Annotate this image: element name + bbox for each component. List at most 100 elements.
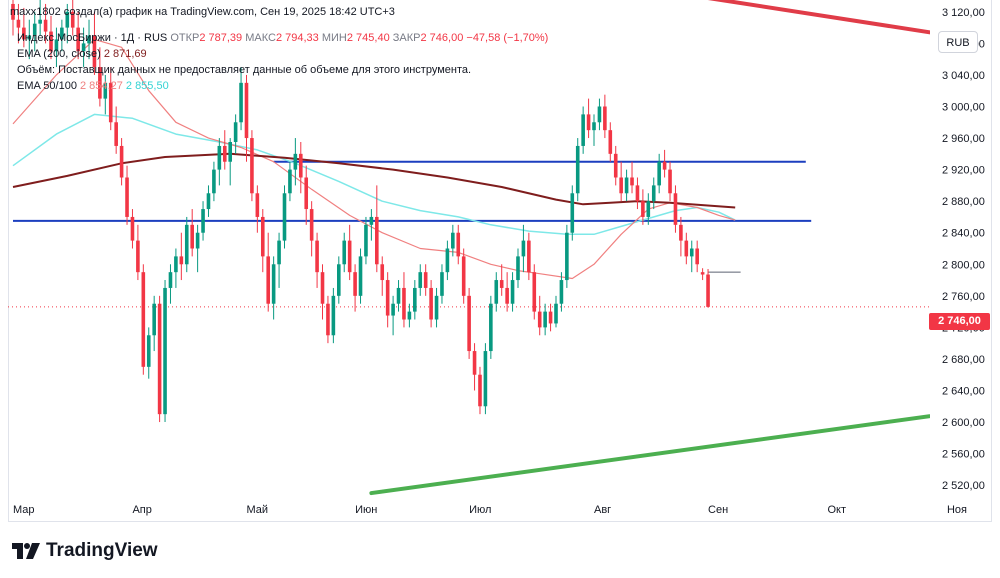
attribution-text: maxx1802 создал(а) график на TradingView…: [10, 6, 395, 18]
candle-up: [396, 280, 401, 312]
y-tick-label: 2 800,00: [942, 259, 985, 271]
candle-down: [402, 272, 406, 328]
candle-body: [679, 224, 683, 241]
candle-body: [38, 19, 42, 24]
candle-body: [423, 272, 428, 288]
y-tick-label: 2 960,00: [942, 133, 985, 145]
candle-body: [673, 193, 678, 225]
candle-up: [646, 193, 651, 225]
candle-body: [54, 39, 59, 52]
open-value: 2 787,39: [199, 32, 243, 44]
candle-down: [467, 287, 471, 359]
candle-body: [288, 169, 292, 194]
candle-down: [76, 11, 80, 60]
candle-body: [108, 82, 113, 123]
x-tick-label: Июн: [355, 504, 377, 516]
candle-body: [255, 193, 260, 217]
candle-body: [98, 67, 102, 99]
ema200-legend[interactable]: EMA (200, close) 2 871,69: [17, 46, 147, 62]
candle-down: [695, 240, 699, 273]
candle-body: [146, 335, 151, 367]
candle-body: [119, 145, 124, 178]
candle-down: [130, 209, 135, 249]
y-tick-label: 2 680,00: [942, 354, 985, 366]
candle-up: [206, 185, 211, 217]
candle-body: [385, 280, 390, 316]
candle-up: [27, 19, 32, 60]
candle-down: [266, 232, 271, 312]
candle-down: [603, 94, 607, 139]
candle-body: [320, 272, 325, 304]
candle-body: [337, 264, 341, 296]
candle-down: [673, 185, 678, 233]
candle-body: [92, 35, 97, 68]
candle-body: [461, 256, 466, 296]
candle-body: [32, 23, 37, 36]
candle-body: [521, 240, 526, 257]
x-tick-label: Апр: [132, 504, 151, 516]
ema50-100-legend[interactable]: EMA 50/100 2 854,27 2 855,50: [17, 78, 169, 94]
candle-body: [271, 264, 276, 304]
candle-up: [543, 303, 547, 336]
candle-down: [684, 232, 689, 265]
candle-down: [505, 272, 509, 312]
symbol-legend[interactable]: Индекс МосБиржи · 1Д · RUS ОТКР2 787,39 …: [17, 30, 548, 46]
candle-body: [195, 232, 200, 249]
candle-down: [11, 0, 15, 36]
candle-body: [684, 240, 689, 257]
candle-down: [92, 11, 97, 75]
candle-down: [179, 232, 184, 281]
candle-up: [445, 240, 450, 281]
candle-down: [326, 295, 330, 344]
candle-down: [298, 142, 303, 194]
candle-body: [483, 351, 488, 407]
candle-body: [49, 31, 53, 52]
candle-up: [163, 280, 167, 423]
candle-down: [309, 201, 314, 257]
candle-down: [16, 3, 21, 44]
candle-body: [309, 209, 314, 241]
candle-body: [353, 272, 357, 296]
candle-down: [157, 295, 162, 423]
candle-down: [385, 272, 390, 328]
candle-body: [413, 287, 417, 312]
candle-body: [570, 193, 575, 233]
x-tick-label: Ноя: [947, 504, 967, 516]
y-tick-label: 2 600,00: [942, 417, 985, 429]
candle-down: [472, 343, 477, 391]
candle-up: [391, 295, 395, 336]
high-label: МАКС: [245, 32, 276, 44]
candle-body: [342, 240, 347, 265]
candle-body: [630, 177, 634, 186]
y-tick-label: 3 120,00: [942, 7, 985, 19]
x-tick-label: Авг: [594, 504, 611, 516]
candle-up: [624, 169, 629, 202]
candle-body: [499, 280, 504, 288]
candle-body: [326, 303, 330, 336]
candle-up: [38, 0, 42, 36]
candle-up: [184, 216, 189, 273]
candle-up: [282, 185, 287, 249]
candle-up: [60, 19, 64, 52]
candle-body: [375, 216, 379, 265]
candle-body: [206, 193, 211, 210]
candle-up: [516, 248, 520, 288]
currency-button[interactable]: RUB: [938, 31, 978, 53]
candle-body: [391, 303, 395, 316]
close-value: 2 746,00: [420, 32, 464, 44]
candle-up: [689, 240, 694, 273]
tradingview-logo[interactable]: TradingView: [12, 540, 158, 562]
candle-down: [630, 161, 634, 194]
y-tick-label: 3 000,00: [942, 102, 985, 114]
candle-up: [81, 27, 86, 68]
candle-body: [141, 272, 146, 367]
candle-up: [293, 138, 298, 186]
candle-body: [613, 153, 618, 178]
candle-body: [27, 35, 32, 40]
candle-down: [114, 106, 118, 154]
candle-body: [130, 216, 135, 241]
candle-up: [597, 98, 602, 131]
y-tick-label: 2 760,00: [942, 291, 985, 303]
candle-body: [706, 274, 710, 307]
